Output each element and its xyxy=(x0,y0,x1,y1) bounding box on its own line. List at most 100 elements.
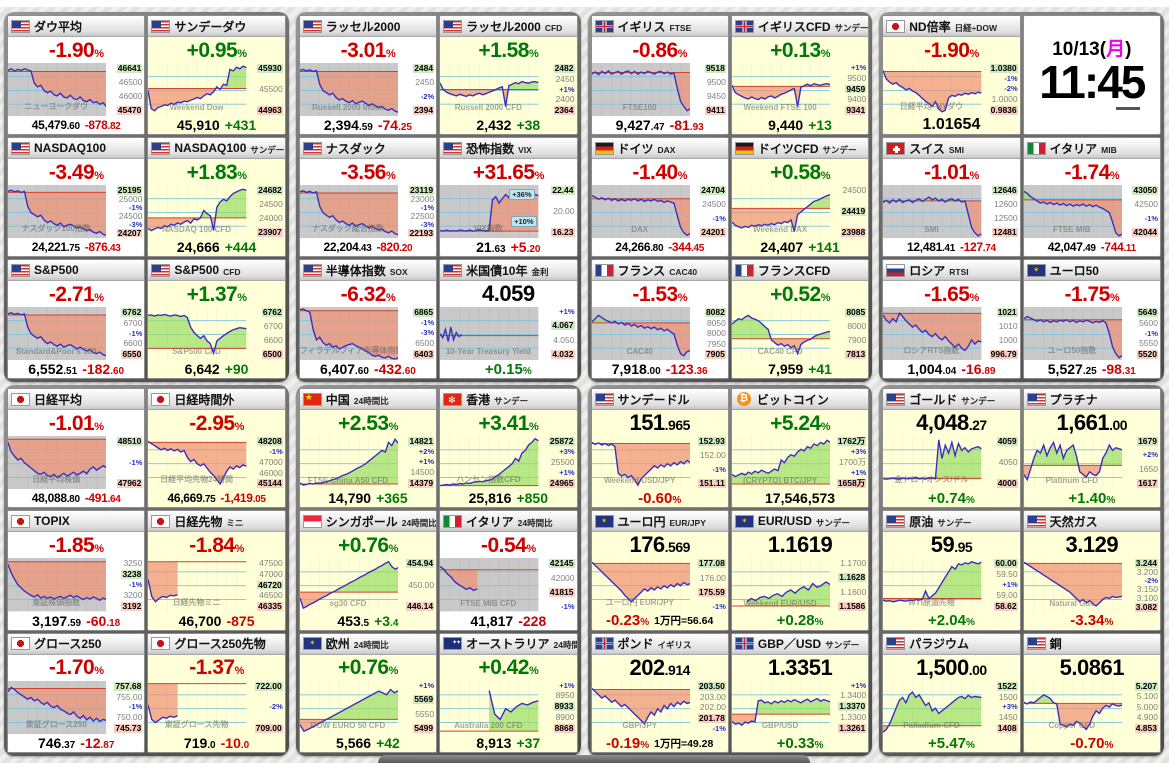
panel-sunday-dollar[interactable]: サンデードル 151.965 Weekend USD/JPY 152.93 152.00… xyxy=(590,388,729,509)
panel-mib[interactable]: イタリア MIB -1.74% FTSE MIB 43050 42500 -1% 42044 4… xyxy=(1022,137,1161,257)
panel-singapore[interactable]: シンガポール 24時間比 +0.76% sg30 CFD 454.94 450.00 446… xyxy=(298,510,438,631)
panel-bottom-row: +1.40% xyxy=(1024,489,1160,507)
fr-flag-icon xyxy=(594,263,614,277)
panel-smi[interactable]: スイス SMI -1.01% SMI 12646 12600 12500 12481 12,48… xyxy=(882,137,1021,257)
mini-chart: sg30 CFD 454.94 450.00 446.14 xyxy=(299,558,436,612)
instrument-sublabel: 24時間比 xyxy=(353,640,389,651)
panel-australia-24h[interactable]: ✦✦オーストラリア24時間比+0.42%Australia 200 CFD+1%… xyxy=(439,632,578,753)
mini-chart: Weekend FTSE 100 +1% 9500 9459 9400 9341 xyxy=(731,63,868,116)
panel-nikkei[interactable]: 日経平均 -1.01% 日経平均株価 48510 -1% 47962 48,088.80 -4… xyxy=(7,388,146,509)
panel-gbpusd[interactable]: GBP／USD サンデー 1.3351 GBP/USD +1% 1.3400 1.3370 1… xyxy=(730,632,870,753)
panel-nasdaq100-sunday[interactable]: NASDAQ100 サンデー +1.83% NASDAQ 100 CFD 24682 24… xyxy=(147,137,286,257)
value-change: +365 xyxy=(376,490,408,507)
us-flag-icon xyxy=(594,392,614,406)
axis-label-lo: 16.23 xyxy=(551,227,575,238)
panel-natural-gas[interactable]: 天然ガス 3.129 Natural Gas 3.244 3.200 -2% 3.150 3.… xyxy=(1022,510,1161,631)
axis-label-ax: 14500 xyxy=(410,467,435,478)
panel-hongkong[interactable]: ✻ 香港 サンデー +3.41% ハンセン指数CFD 25872 +3% 25500 +1% 24… xyxy=(439,388,578,509)
panel-nasdaq100[interactable]: NASDAQ100 -3.49% ナスダック100指数 25195 25000 -1% 24… xyxy=(7,137,146,257)
panel-palladium[interactable]: パラジウム 1,500.00 Palladium CFD 1522 1500 +3% 145… xyxy=(882,632,1021,753)
panel-copper[interactable]: 銅 5.0861 Copper CFD 5.207 5.100 5.000 4.900 4.8… xyxy=(1022,632,1161,753)
mini-chart: ナスダック総合指数 23119 23000 -1% 22500 -3% 22193 xyxy=(299,185,436,238)
panel-europe-24h[interactable]: ✶ 欧州 24時間比 +0.76% DOW EURO 50 CFD +1% 5569 5550… xyxy=(298,632,438,753)
panel-russell2000-cfd[interactable]: ラッセル2000 CFD +1.58% Russell 2000 CFD 2482 245… xyxy=(439,15,578,135)
panel-cac40[interactable]: フランス CAC40 -1.53% CAC40 8082 8050 8000 7950 7905… xyxy=(590,259,729,379)
panel-russell2000[interactable]: ラッセル2000 -3.01% Russell 2000 Index 2484 2450… xyxy=(298,15,438,135)
panel-topix[interactable]: TOPIX -1.85% 東証株価指数 3250 3238 -1% 3200 3192 3,19… xyxy=(7,510,146,631)
panel-eurjpy[interactable]: ✶ ユーロ円 EUR/JPY 176.569 ユーロ円 EUR/JPY 177.08 176… xyxy=(590,510,729,631)
panel-grid-us-indices: ダウ平均 -1.90% ニューヨークダウ 46641 46500 46000 45470 45… xyxy=(7,15,286,379)
last-value: 22,204.43 xyxy=(323,240,372,254)
panel-bottom-row: 24,221.75 -876.43 xyxy=(8,238,144,256)
sparkline: Copper CFD xyxy=(1023,680,1122,734)
axis-label-pct: +1% xyxy=(559,680,575,690)
panel-header: イギリス FTSE xyxy=(591,16,728,37)
panel-sunday-dow[interactable]: サンデーダウ +0.95% Weekend Dow 45930 45500 44963 45… xyxy=(147,15,286,135)
panel-euro50[interactable]: ✶ ユーロ50 -1.75% ユーロ50指数 5649 5600 -1% 5550 5520 5,… xyxy=(1022,259,1161,379)
axis-label-hi: 203.50 xyxy=(697,680,726,691)
panel-platinum[interactable]: プラチナ 1,661.00 Platinum CFD 1679 +2% 1650 1617 +… xyxy=(1022,388,1161,509)
panel-crude-oil[interactable]: 原油 サンデー 59.95 WTI原油先物 60.00 59.50 +1% 59.00 58.6… xyxy=(882,510,1021,631)
panel-bottom-row: +0.28% xyxy=(732,612,868,630)
panel-nd-ratio[interactable]: ND倍率 日経÷DOW -1.90% 日経平均÷NYダウ 1.0380 -1% -2% 1.0… xyxy=(882,15,1021,135)
instrument-name: スイス xyxy=(909,141,945,156)
panel-bottom-row: 46,669.75 -1,419.05 xyxy=(148,489,284,507)
panel-rtsi[interactable]: ロシア RTSI -1.65% ロシアRTS指数 1021 1010 1000 996.79 1… xyxy=(882,259,1021,379)
panel-dax-cfd[interactable]: ドイツCFD サンデー +0.58% Weekend DAX 24500 24419 239… xyxy=(730,137,870,257)
panel-dax[interactable]: ドイツ DAX -1.40% DAX 24704 24500 -1% 24201 24,266.… xyxy=(590,137,729,257)
axis-label-ax: 1500 xyxy=(998,691,1018,702)
instrument-sublabel: サンデー xyxy=(961,395,996,406)
axis-label-hi: 8085 xyxy=(845,307,867,317)
axis-labels: 48510 -1% 47962 xyxy=(106,436,144,489)
panel-bottom-row: 9,427.47 -81.93 xyxy=(592,116,728,134)
panel-bottom-row: 45,479.60 -878.82 xyxy=(8,116,144,134)
instrument-name: EUR/USD xyxy=(757,514,812,529)
sparkline: DAX xyxy=(591,185,690,238)
instrument-sublabel: CFD xyxy=(544,22,563,33)
panel-ftse[interactable]: イギリス FTSE -0.86% FTSE100 9518 9500 9450 9411 9,4… xyxy=(590,15,729,135)
tray-europe-indices: イギリス FTSE -0.86% FTSE100 9518 9500 9450 9411 9,4… xyxy=(587,12,873,382)
axis-label-pct: -1% xyxy=(712,464,726,474)
axis-label-pct: -1% xyxy=(561,601,575,611)
panel-growth250[interactable]: グロース250 -1.70% 東証グロース250 757.68 755.00 -1% 750… xyxy=(7,632,146,753)
axis-labels: +1% 4.067 4.050 4.032 xyxy=(539,307,577,360)
panel-sp500-cfd[interactable]: S&P500 CFD +1.37% S&P500 CFD 6762 6700 6600 650… xyxy=(147,259,286,379)
sparkline: ナスダック100指数 xyxy=(8,185,107,238)
panel-header: GBP／USD サンデー xyxy=(731,633,869,655)
sparkline: GBP/USD xyxy=(731,680,831,734)
instrument-name: 日経平均 xyxy=(34,392,83,407)
panel-italy-24h[interactable]: イタリア 24時間比 -0.54% FTSE MIB CFD 42145 42000 418… xyxy=(439,510,578,631)
panel-growth250-futures[interactable]: グロース250先物 -1.37% 東証グロース先物 722.00 -2% 709.00 71… xyxy=(147,632,286,753)
panel-nasdaq-composite[interactable]: ナスダック -3.56% ナスダック総合指数 23119 23000 -1% 22500 -3… xyxy=(298,137,438,257)
mini-chart: WTI原油先物 60.00 59.50 +1% 59.00 58.62 xyxy=(883,558,1019,612)
sparkline-svg xyxy=(883,680,982,734)
panel-eurusd[interactable]: ✶ EUR/USD サンデー 1.1619 Weekend EUR/USD 1.1700 1… xyxy=(730,510,870,631)
panel-header: ドイツ DAX xyxy=(591,138,728,159)
panel-cac40-cfd[interactable]: フランスCFD +0.52% CAC40 CFD 8085 8000 7900 7813 7,… xyxy=(730,259,870,379)
axis-label-ax: 1.1700 xyxy=(840,558,867,569)
panel-header: ドイツCFD サンデー xyxy=(731,138,869,159)
mini-chart: 金トロイオンス/ドル 4059 4050 4000 xyxy=(883,436,1019,490)
panel-china[interactable]: ★ 中国 24時間比 +2.53% FTSE China A50 CFD 14821 +2%… xyxy=(298,388,438,509)
panel-nikkei-futures[interactable]: 日経先物 ミニ -1.84% 日経先物ミニ 47500 47000 46720 46500 46… xyxy=(147,510,286,631)
sparkline-svg xyxy=(8,436,107,490)
panel-gbpjpy[interactable]: ポンド イギリス 202.914 GBP/JPY 203.50 203.00 202.00 2… xyxy=(590,632,729,753)
instrument-name: 中国 xyxy=(325,392,350,407)
panel-bottom-row: 25,816 +850 xyxy=(440,489,576,507)
panel-gold[interactable]: ゴールド サンデー 4,048.27 金トロイオンス/ドル 4059 4050 4000 +0… xyxy=(882,388,1021,509)
panel-bitcoin[interactable]: ₿ ビットコイン +5.24% (CRYPTO) BTC/JPY 1762万 +3% 170… xyxy=(730,388,870,509)
panel-sox[interactable]: 半導体指数 SOX -6.32% フィラデルフィア半導体指数 6865 -1% -3% 650… xyxy=(298,259,438,379)
instrument-name: S&P500 xyxy=(34,263,79,277)
panel-header: 米国債10年 金利 xyxy=(440,260,577,281)
panel-main-figure: +2.53% xyxy=(300,410,436,436)
panel-ftse-cfd[interactable]: イギリスCFD サンデー +0.13% Weekend FTSE 100 +1% 9500… xyxy=(730,15,870,135)
panel-us10y[interactable]: 米国債10年 金利 4.059 10-Year Treasury Yield +1% 4.… xyxy=(439,259,578,379)
panel-nikkei-afterhours[interactable]: 日経時間外 -2.95% 日経平均先物24時間 48208 -1% 47000 46000 4… xyxy=(147,388,286,509)
panel-dow[interactable]: ダウ平均 -1.90% ニューヨークダウ 46641 46500 46000 45470 45… xyxy=(7,15,146,135)
axis-label-hi: 6762 xyxy=(121,307,143,317)
panel-sp500[interactable]: S&P500 -2.71% Standard&Poor's 500 6762 6700-… xyxy=(7,259,146,379)
panel-vix[interactable]: 恐怖指数 VIX +31.65% VIX指数 +36% +10% 22.44 20.00 16.… xyxy=(439,137,578,257)
axis-labels: 46641 46500 46000 45470 xyxy=(106,63,144,116)
instrument-name: 日経先物 xyxy=(174,514,223,529)
panel-header: フランスCFD xyxy=(731,260,869,281)
